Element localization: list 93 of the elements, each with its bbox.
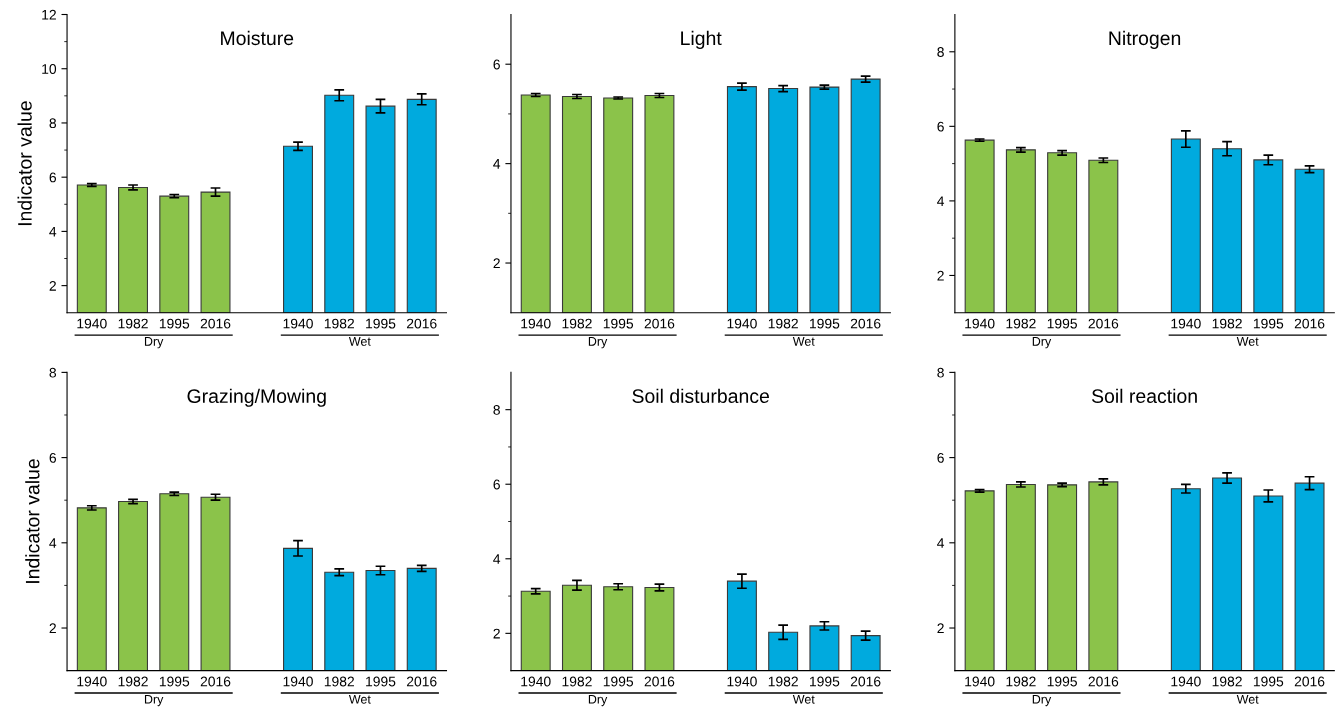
y-tick-label: 6 — [937, 121, 944, 132]
y-tick-label: 2 — [493, 258, 500, 269]
x-tick-label: 2016 — [406, 318, 437, 329]
y-tick-label: 8 — [493, 405, 500, 415]
y-tick-label: 4 — [937, 538, 945, 548]
y-axis-title: Indicator value — [17, 101, 32, 226]
x-tick-label: 1982 — [1212, 318, 1242, 329]
y-tick-label: 2 — [49, 280, 56, 291]
x-tick-label: 1940 — [521, 676, 551, 687]
text: Moisture — [221, 30, 294, 46]
x-tick-label: 1982 — [562, 318, 592, 329]
x-tick-label: 1982 — [562, 676, 592, 687]
x-tick-label: 2016 — [1088, 676, 1119, 687]
x-tick-label: 2016 — [1088, 318, 1119, 329]
y-tick-label: 4 — [49, 226, 57, 237]
text: Dry — [588, 337, 608, 349]
text: Dry — [144, 694, 164, 707]
text: Dry — [1032, 337, 1052, 349]
x-tick-label: 1995 — [159, 318, 190, 329]
x-tick-label: 1995 — [1047, 318, 1077, 329]
x-tick-label: 1940 — [283, 676, 313, 687]
x-tick-label: 1940 — [727, 318, 757, 329]
y-tick-label: 4 — [493, 159, 501, 169]
y-tick-label: 2 — [493, 628, 500, 639]
text: Soil reaction — [1091, 388, 1197, 404]
x-tick-label: 1940 — [77, 676, 107, 687]
x-tick-label: 1940 — [283, 318, 313, 329]
x-tick-label: 2016 — [406, 676, 437, 687]
y-tick-label: 6 — [49, 172, 57, 183]
x-tick-label: 1995 — [1047, 676, 1077, 687]
x-tick-label: 1940 — [521, 318, 551, 329]
text: Nitrogen — [1109, 30, 1181, 49]
x-tick-label: 1995 — [810, 318, 840, 329]
y-tick-label: 4 — [937, 196, 945, 206]
x-tick-label: 1982 — [768, 318, 798, 329]
x-tick-label: 1995 — [1253, 676, 1284, 687]
text: Dry — [144, 337, 164, 349]
x-tick-label: 1995 — [159, 676, 190, 687]
x-tick-label: 2016 — [850, 676, 881, 687]
x-tick-label: 1982 — [1006, 676, 1036, 687]
text: Dry — [1032, 694, 1052, 707]
text: Wet — [348, 694, 371, 704]
x-tick-label: 1982 — [1006, 318, 1036, 329]
y-tick-label: 8 — [937, 47, 944, 57]
x-tick-label: 1940 — [965, 676, 995, 687]
x-tick-label: 1940 — [77, 318, 107, 329]
text: Soil disturbance — [632, 388, 769, 404]
text: Wet — [792, 694, 815, 704]
x-tick-label: 2016 — [1294, 318, 1325, 329]
x-tick-label: 2016 — [644, 318, 675, 329]
y-tick-label: 6 — [493, 59, 500, 70]
x-tick-label: 2016 — [200, 318, 231, 329]
text: Light — [681, 30, 722, 49]
text: Wet — [348, 337, 371, 346]
x-tick-label: 2016 — [200, 676, 231, 687]
text: Wet — [1236, 694, 1259, 704]
y-tick-label: 6 — [49, 452, 57, 463]
text: Dry — [588, 694, 608, 707]
text: Grazing/Mowing — [187, 388, 326, 407]
y-tick-label: 6 — [937, 452, 944, 463]
y-tick-label: 4 — [49, 538, 57, 548]
x-tick-label: 1982 — [324, 318, 354, 329]
y-tick-label: 2 — [49, 623, 56, 634]
x-tick-label: 1995 — [603, 676, 634, 687]
x-tick-label: 1982 — [1212, 676, 1242, 687]
y-tick-label: 10 — [42, 64, 57, 74]
x-tick-label: 1940 — [1171, 676, 1201, 687]
x-tick-label: 2016 — [644, 676, 675, 687]
y-tick-label: 8 — [937, 367, 944, 378]
y-tick-label: 4 — [493, 554, 501, 564]
x-tick-label: 2016 — [1294, 676, 1325, 687]
x-tick-label: 1982 — [118, 318, 148, 329]
x-tick-label: 1995 — [366, 676, 396, 687]
x-tick-label: 1995 — [1253, 318, 1284, 329]
x-tick-label: 1995 — [810, 676, 840, 687]
x-tick-label: 1940 — [727, 676, 757, 687]
y-tick-label: 12 — [42, 9, 56, 20]
x-tick-label: 1940 — [965, 318, 995, 329]
x-tick-label: 1995 — [366, 318, 396, 329]
x-tick-label: 2016 — [850, 318, 881, 329]
y-tick-label: 8 — [49, 367, 57, 378]
y-tick-label: 6 — [493, 479, 500, 490]
text: Wet — [1236, 337, 1259, 346]
x-tick-label: 1982 — [768, 676, 798, 687]
x-tick-label: 1995 — [603, 318, 634, 329]
y-tick-label: 2 — [937, 623, 944, 634]
text: Wet — [792, 337, 815, 346]
x-tick-label: 1940 — [1171, 318, 1201, 329]
x-tick-label: 1982 — [324, 676, 354, 687]
y-tick-label: 2 — [937, 270, 944, 281]
y-axis-title: Indicator value — [25, 459, 40, 583]
x-tick-label: 1982 — [118, 676, 148, 687]
y-tick-label: 8 — [49, 118, 57, 129]
